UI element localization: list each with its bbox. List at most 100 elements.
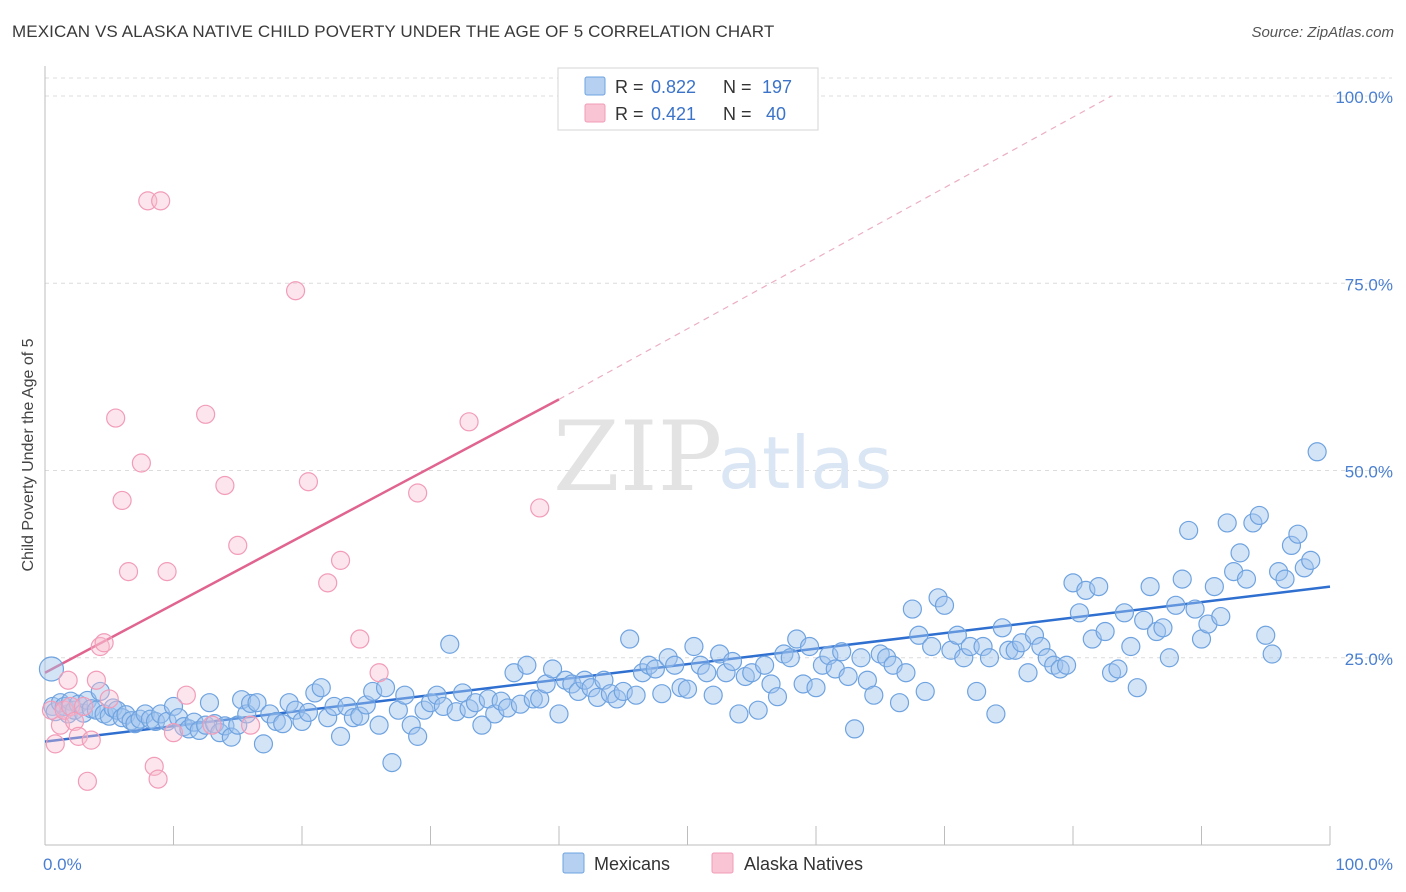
point-mexicans-153 bbox=[947, 625, 967, 645]
point-alaska-natives-4 bbox=[58, 670, 78, 690]
point-mexicans-72 bbox=[427, 685, 447, 705]
legend-swatch-mexicans bbox=[562, 852, 585, 874]
point-mexicans-49 bbox=[279, 693, 299, 713]
point-alaska-natives-16 bbox=[112, 490, 132, 511]
point-mexicans-199 bbox=[1243, 513, 1263, 533]
point-alaska-natives-37 bbox=[408, 483, 428, 503]
point-mexicans-129 bbox=[793, 674, 813, 694]
point-alaska-natives-31 bbox=[285, 281, 306, 301]
point-mexicans-189 bbox=[1179, 520, 1199, 541]
data-points bbox=[38, 191, 1327, 791]
point-mexicans-144 bbox=[889, 693, 910, 713]
y-tick-label-3: 25.0% bbox=[1345, 650, 1393, 669]
point-mexicans-198 bbox=[1236, 569, 1257, 589]
point-alaska-natives-30 bbox=[241, 715, 261, 735]
point-mexicans-205 bbox=[1281, 535, 1302, 556]
point-alaska-natives-20 bbox=[144, 756, 164, 776]
point-mexicans-115 bbox=[703, 685, 723, 705]
tick-labels: 100.0% 75.0% 50.0% 25.0% 0.0% 100.0% bbox=[43, 88, 1393, 874]
point-alaska-natives-1 bbox=[45, 734, 65, 754]
watermark: ZIP atlas bbox=[553, 401, 892, 513]
point-mexicans-167 bbox=[1037, 648, 1057, 668]
point-mexicans-28 bbox=[163, 696, 184, 717]
point-mexicans-186 bbox=[1159, 648, 1179, 668]
legend-n-label-2: N = bbox=[723, 104, 752, 124]
point-alaska-natives-25 bbox=[176, 685, 196, 705]
point-alaska-natives-2 bbox=[50, 715, 71, 735]
point-mexicans-97 bbox=[587, 687, 608, 708]
point-mexicans-165 bbox=[1024, 625, 1045, 645]
point-mexicans-160 bbox=[992, 618, 1012, 638]
legend-n-value-1: 197 bbox=[762, 77, 792, 97]
point-mexicans-74 bbox=[440, 634, 460, 654]
point-mexicans-104 bbox=[632, 663, 653, 683]
point-alaska-natives-32 bbox=[298, 472, 319, 492]
watermark-atlas: atlas bbox=[718, 421, 892, 505]
point-alaska-natives-7 bbox=[68, 726, 89, 746]
point-mexicans-63 bbox=[369, 715, 389, 735]
point-mexicans-91 bbox=[549, 704, 569, 724]
point-mexicans-147 bbox=[909, 625, 929, 645]
point-mexicans-46 bbox=[260, 704, 280, 724]
point-mexicans-142 bbox=[877, 648, 897, 668]
point-mexicans-58 bbox=[337, 696, 357, 717]
point-mexicans-193 bbox=[1204, 576, 1224, 597]
point-mexicans-107 bbox=[652, 684, 672, 704]
point-mexicans-206 bbox=[1288, 524, 1308, 544]
point-alaska-natives-23 bbox=[157, 562, 177, 582]
point-mexicans-197 bbox=[1230, 543, 1250, 563]
point-mexicans-62 bbox=[363, 681, 383, 702]
point-mexicans-23 bbox=[135, 704, 155, 724]
point-mexicans-55 bbox=[318, 708, 338, 728]
point-mexicans-137 bbox=[844, 719, 865, 739]
chart-title: MEXICAN VS ALASKA NATIVE CHILD POVERTY U… bbox=[12, 22, 775, 41]
grid-lines bbox=[45, 77, 1392, 659]
point-mexicans-0 bbox=[38, 656, 65, 682]
point-mexicans-118 bbox=[722, 651, 743, 672]
point-mexicans-44 bbox=[247, 693, 267, 713]
point-mexicans-185 bbox=[1153, 618, 1173, 638]
point-mexicans-187 bbox=[1166, 595, 1186, 615]
point-mexicans-154 bbox=[954, 648, 974, 668]
point-mexicans-95 bbox=[575, 670, 595, 690]
point-mexicans-208 bbox=[1301, 550, 1321, 570]
point-mexicans-166 bbox=[1031, 636, 1051, 657]
point-alaska-natives-13 bbox=[94, 633, 114, 653]
point-mexicans-188 bbox=[1172, 569, 1192, 589]
point-alaska-natives-9 bbox=[77, 771, 98, 791]
point-alaska-natives-17 bbox=[118, 562, 139, 582]
watermark-zip: ZIP bbox=[553, 401, 722, 513]
point-mexicans-190 bbox=[1185, 599, 1205, 619]
point-mexicans-78 bbox=[465, 693, 486, 713]
point-mexicans-172 bbox=[1069, 603, 1090, 623]
point-mexicans-131 bbox=[806, 678, 826, 698]
point-mexicans-158 bbox=[979, 648, 1000, 668]
point-mexicans-102 bbox=[620, 629, 640, 649]
point-alaska-natives-38 bbox=[459, 412, 479, 432]
y-tick-label-0: 100.0% bbox=[1335, 88, 1393, 107]
point-alaska-natives-11 bbox=[86, 670, 107, 690]
point-mexicans-162 bbox=[1005, 640, 1025, 660]
point-alaska-natives-36 bbox=[369, 663, 389, 683]
point-mexicans-200 bbox=[1249, 505, 1269, 526]
point-mexicans-48 bbox=[273, 714, 293, 734]
x-tick-label-0: 0.0% bbox=[43, 855, 82, 874]
point-mexicans-194 bbox=[1211, 606, 1231, 627]
point-mexicans-146 bbox=[902, 599, 922, 619]
point-mexicans-157 bbox=[973, 636, 993, 657]
point-mexicans-156 bbox=[967, 681, 987, 702]
point-mexicans-69 bbox=[408, 726, 428, 746]
point-alaska-natives-29 bbox=[228, 535, 248, 556]
point-mexicans-181 bbox=[1127, 678, 1147, 698]
point-mexicans-103 bbox=[626, 685, 646, 705]
point-alaska-natives-18 bbox=[131, 453, 151, 473]
point-mexicans-117 bbox=[716, 663, 736, 683]
point-alaska-natives-27 bbox=[202, 715, 222, 735]
legend-r-value-1: 0.822 bbox=[651, 77, 696, 97]
point-mexicans-45 bbox=[253, 734, 274, 754]
legend-label-alaska-natives: Alaska Natives bbox=[744, 854, 863, 874]
point-alaska-natives-35 bbox=[350, 629, 370, 649]
point-mexicans-52 bbox=[298, 702, 319, 723]
point-alaska-natives-26 bbox=[196, 404, 216, 424]
